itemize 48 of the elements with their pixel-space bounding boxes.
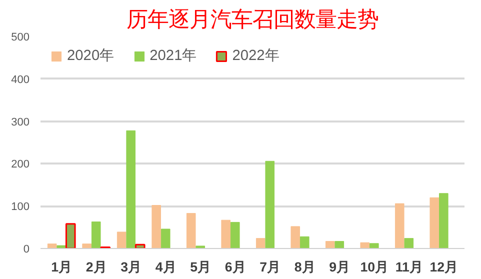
x-tick-label: 4月 <box>155 260 176 274</box>
x-tick-label: 6月 <box>224 260 246 274</box>
bar <box>300 236 310 248</box>
x-tick-label: 10月 <box>360 260 388 274</box>
y-tick-label: 100 <box>11 201 30 214</box>
x-tick-label: 9月 <box>329 260 350 274</box>
bar <box>256 238 266 248</box>
bar <box>65 223 76 248</box>
y-tick-label: 300 <box>11 116 30 128</box>
bar <box>230 222 240 248</box>
bar <box>134 244 146 248</box>
y-tick-label: 400 <box>11 74 30 86</box>
x-tick-label: 1月 <box>51 260 72 274</box>
bar <box>56 245 66 248</box>
x-tick-label: 7月 <box>260 260 280 274</box>
x-tick-label: 8月 <box>294 260 315 274</box>
bar <box>394 203 404 248</box>
bar <box>152 205 161 248</box>
x-tick-label: 5月 <box>190 260 211 274</box>
bar <box>369 243 379 248</box>
legend-label: 2021年 <box>150 47 198 65</box>
bar <box>360 242 370 248</box>
bar <box>196 246 206 248</box>
y-tick-label: 0 <box>23 244 30 256</box>
legend-label: 2022年 <box>232 47 280 65</box>
x-tick-label: 12月 <box>430 260 458 274</box>
bar <box>404 238 414 248</box>
bar <box>160 228 170 248</box>
legend-label: 2020年 <box>67 47 115 65</box>
y-tick-label: 500 <box>11 32 30 44</box>
bar <box>116 232 126 248</box>
bar <box>325 241 335 248</box>
bar <box>221 220 231 248</box>
y-tick-label: 200 <box>11 158 30 171</box>
bar <box>430 197 440 248</box>
bar <box>334 241 344 248</box>
x-tick-label: 2月 <box>86 260 106 274</box>
bar <box>82 244 92 248</box>
bar <box>91 222 101 248</box>
bar <box>47 244 57 248</box>
bar <box>186 213 196 248</box>
bar <box>290 226 300 248</box>
chart-title: 历年逐月汽车召回数量走势 <box>126 8 378 32</box>
x-tick-label: 3月 <box>120 260 142 274</box>
x-tick-label: 11月 <box>395 260 422 274</box>
bar <box>126 130 136 248</box>
bar <box>265 160 275 248</box>
bar <box>438 193 448 248</box>
